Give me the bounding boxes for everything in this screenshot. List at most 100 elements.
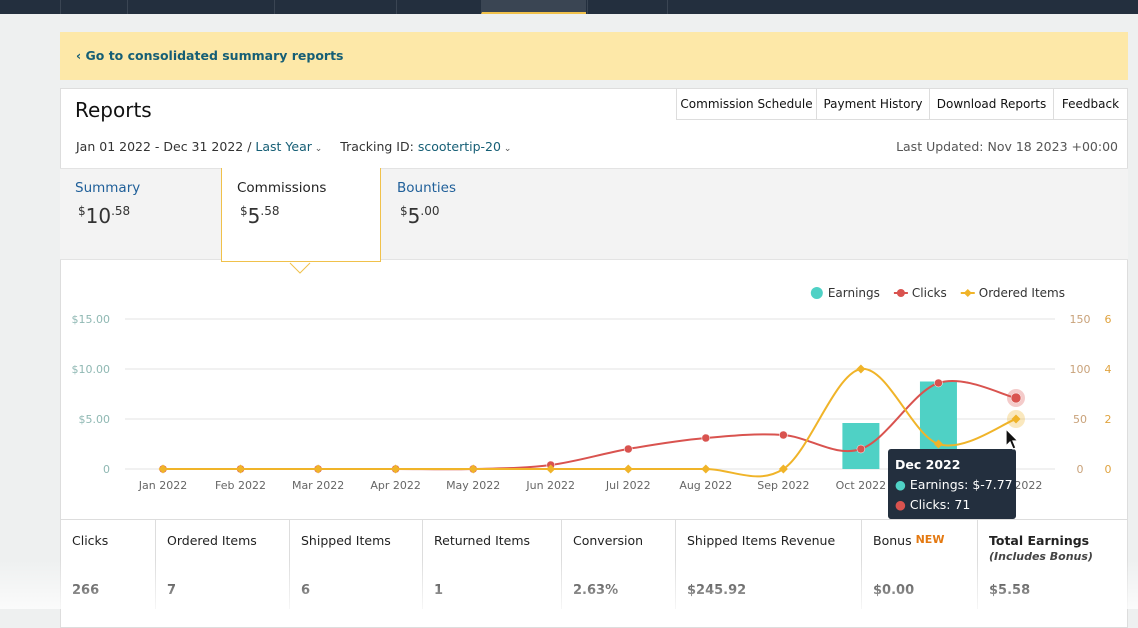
banner: ‹ Go to consolidated summary reports: [60, 32, 1128, 80]
x-tick-label: Sep 2022: [757, 479, 809, 492]
tick-label: $15.00: [72, 313, 111, 326]
header-tab[interactable]: Download Reports: [929, 88, 1054, 120]
stat-label: Clicks: [72, 533, 109, 548]
currency: $: [400, 204, 408, 218]
tick-label: 100: [1070, 363, 1091, 376]
tooltip-line: ● Earnings: $-7.77: [895, 477, 1013, 492]
currency: $: [240, 204, 248, 218]
stat-label: Ordered Items: [167, 533, 257, 548]
tooltip-line: ● Clicks: 71: [895, 497, 971, 512]
stat-header: Returned Items: [434, 533, 530, 548]
stat-header: Conversion: [573, 533, 643, 548]
stat-note: (Includes Bonus): [989, 550, 1093, 563]
tooltip-text: Earnings: $-7.77: [909, 477, 1013, 492]
legend-label: Ordered Items: [979, 286, 1065, 300]
period-select[interactable]: Last Year: [255, 139, 312, 154]
marker: [1011, 414, 1021, 424]
top-nav: [0, 0, 1138, 14]
stat-header: Bonus NEW: [873, 533, 944, 548]
marker: [856, 364, 866, 374]
cursor: [1005, 427, 1020, 450]
stat-header: Shipped Items Revenue: [687, 533, 835, 548]
bottom-fade: [0, 560, 1138, 609]
tile-label: Bounties: [397, 180, 457, 196]
currency: $: [78, 204, 86, 218]
header-tab[interactable]: Feedback: [1053, 88, 1128, 120]
marker: [701, 464, 711, 474]
amount-whole: 10: [85, 204, 112, 228]
header-tab[interactable]: Payment History: [816, 88, 930, 120]
nav-tab[interactable]: [127, 0, 274, 14]
x-tick-label: Aug 2022: [679, 479, 732, 492]
nav-tab[interactable]: [274, 0, 396, 14]
tick-label: 6: [1105, 313, 1112, 326]
tick-label: 150: [1070, 313, 1091, 326]
nav-tab[interactable]: [587, 0, 668, 14]
legend-swatch: [963, 289, 972, 297]
stat-label: Returned Items: [434, 533, 531, 548]
last-updated: Last Updated: Nov 18 2023 +00:00: [896, 139, 1118, 154]
x-tick-label: Jul 2022: [605, 479, 651, 492]
tile-pointer: [289, 262, 311, 274]
nav-tab[interactable]: [481, 0, 586, 14]
stat-header: Total Earnings (Includes Bonus): [989, 533, 1093, 563]
stats-row: [60, 519, 1128, 610]
marker: [779, 430, 788, 440]
marker: [158, 464, 168, 474]
stat-header: Shipped Items: [301, 533, 391, 548]
page-title: Reports: [75, 98, 152, 122]
x-tick-label: May 2022: [446, 479, 500, 492]
chart: 0 $5.00 $10.00 $15.00 0 50 100 150 0 2 4 6 Jan 2022 F…: [72, 262, 1112, 492]
amount-cents: .00: [420, 204, 440, 218]
marker: [934, 378, 943, 388]
tooltip-text: Clicks: 71: [909, 497, 971, 512]
legend-label: Earnings: [828, 286, 880, 300]
tick-label: 50: [1073, 413, 1087, 426]
x-tick-label: Jun 2022: [525, 479, 575, 492]
summary-tile[interactable]: Commissions $5.58: [221, 168, 381, 262]
stat-label: Conversion: [573, 533, 644, 548]
tick-label: 4: [1105, 363, 1112, 376]
nav-tab[interactable]: [60, 0, 127, 14]
x-tick-label: Oct 2022: [836, 479, 887, 492]
stat-label: Bonus: [873, 533, 912, 548]
marker: [546, 464, 556, 474]
marker: [313, 464, 323, 474]
marker: [701, 433, 711, 443]
marker: [623, 464, 633, 474]
legend-swatch: [810, 287, 823, 299]
x-tick-label: Jan 2022: [138, 479, 187, 492]
marker: [236, 464, 246, 474]
amount-whole: 5: [407, 204, 421, 228]
date-range: Jan 01 2022 - Dec 31 2022 /: [76, 139, 252, 154]
tick-label: 0: [1077, 463, 1084, 476]
tick-label: 2: [1105, 413, 1112, 426]
tile-label: Summary: [75, 180, 141, 196]
legend-swatch: [896, 289, 905, 297]
marker: [624, 444, 633, 454]
marker: [1010, 392, 1022, 404]
new-badge: NEW: [915, 533, 945, 546]
tile-amount: $5.58: [240, 204, 279, 228]
marker: [856, 444, 866, 454]
tile-amount: $5.00: [400, 204, 439, 228]
banner-link[interactable]: ‹ Go to consolidated summary reports: [76, 48, 344, 63]
marker: [778, 464, 788, 474]
tooltip-title: Dec 2022: [895, 457, 961, 472]
marker: [468, 464, 478, 474]
stat-label: Shipped Items Revenue: [687, 533, 836, 548]
x-tick-label: Feb 2022: [215, 479, 266, 492]
stat-label: Total Earnings: [989, 533, 1090, 548]
tracking-label: Tracking ID:: [340, 139, 414, 154]
header-tab[interactable]: Commission Schedule: [676, 88, 817, 120]
x-tick-label: Apr 2022: [370, 479, 421, 492]
amount-cents: .58: [111, 204, 131, 218]
nav-tab[interactable]: [396, 0, 481, 14]
tracking-select[interactable]: scootertip-20: [417, 139, 501, 154]
tooltip: Dec 2022 ● Earnings: $-7.77 ● Clicks: 71: [888, 449, 1016, 519]
tile-amount: $10.58: [78, 204, 130, 228]
summary-tile[interactable]: Bounties $5.00: [382, 168, 542, 262]
tick-label: 0: [103, 463, 110, 476]
summary-tile[interactable]: Summary $10.58: [60, 168, 220, 262]
